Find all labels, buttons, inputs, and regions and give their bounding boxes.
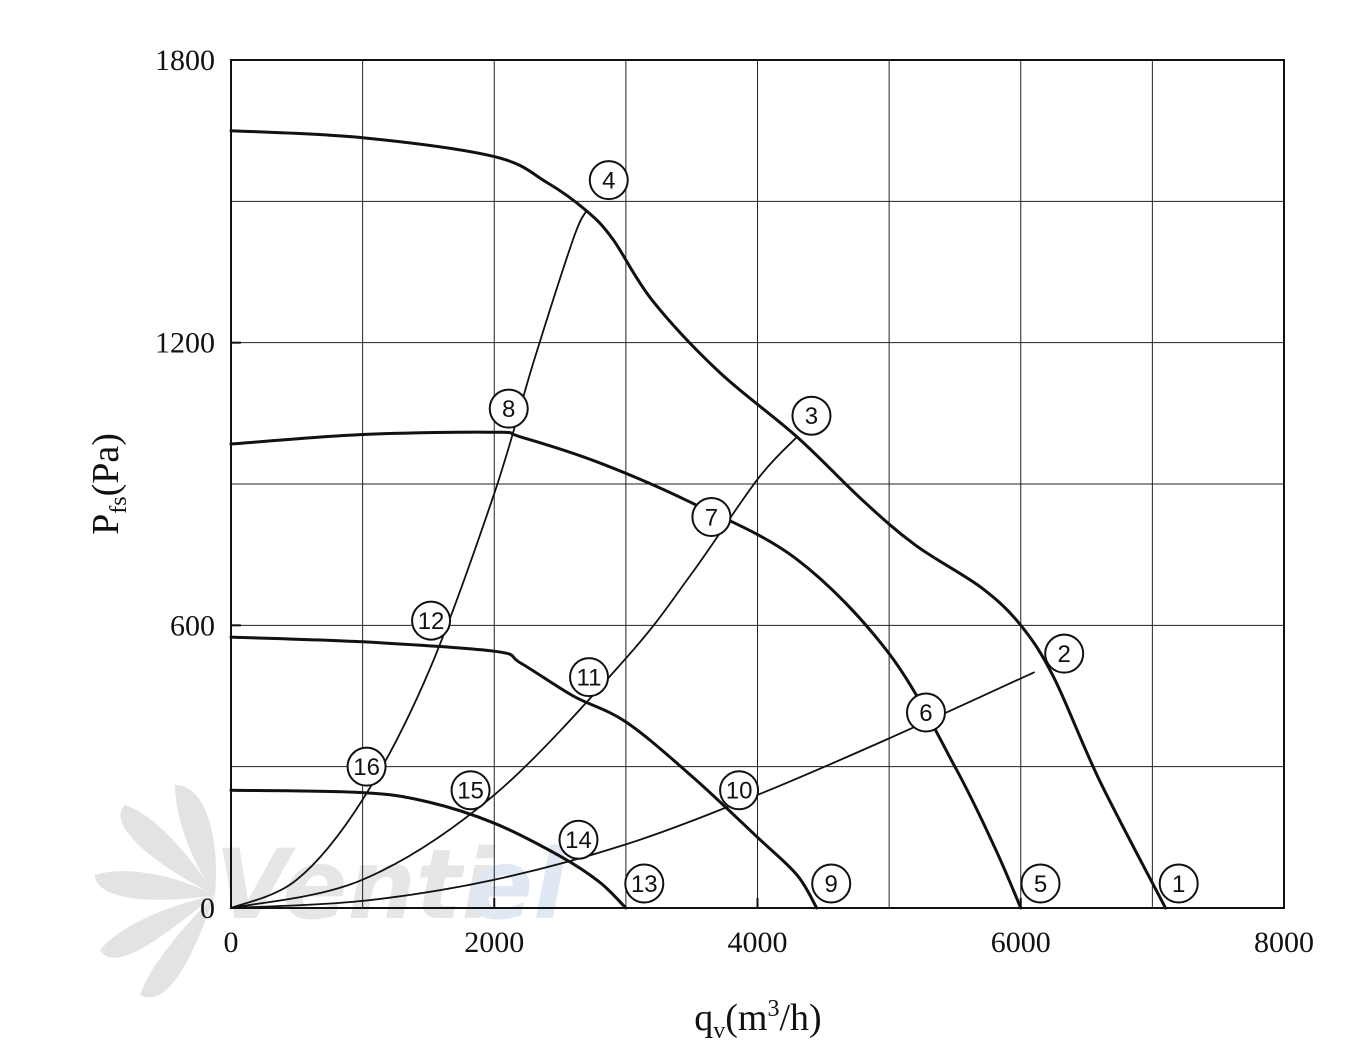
marker-label: 2 <box>1058 641 1071 668</box>
y-tick-label: 0 <box>200 892 215 925</box>
y-tick-label: 1800 <box>155 44 215 77</box>
x-tick-label: 6000 <box>991 926 1051 959</box>
marker-circle <box>691 496 732 537</box>
marker-label: 12 <box>418 608 445 635</box>
x-tick-label: 4000 <box>728 926 788 959</box>
marker-circle <box>411 600 452 641</box>
marker-label: 1 <box>1172 871 1185 898</box>
curve-marker-14: 14 <box>558 819 599 860</box>
x-tick-label: 8000 <box>1254 926 1314 959</box>
curves <box>229 129 1167 910</box>
marker-label: 8 <box>502 396 515 423</box>
marker-circle <box>791 395 832 436</box>
marker-circle <box>624 863 665 904</box>
marker-label: 4 <box>602 168 615 195</box>
curve-marker-2: 2 <box>1044 633 1085 674</box>
x-label-pre: q <box>694 997 713 1039</box>
watermark-accent-text: el <box>468 829 567 941</box>
marker-circle <box>569 657 610 698</box>
x-tick-label: 2000 <box>464 926 524 959</box>
y-tick-label: 1200 <box>155 327 215 360</box>
marker-label: 10 <box>726 778 753 805</box>
y-axis-label: Pfs(Pa) <box>85 433 132 535</box>
curve-marker-12: 12 <box>411 600 452 641</box>
x-tick-label: 0 <box>224 926 239 959</box>
fan-curve-4 <box>229 788 628 910</box>
curve-marker-10: 10 <box>719 770 760 811</box>
fan-curve-1 <box>229 129 1167 910</box>
curve-marker-11: 11 <box>569 657 610 698</box>
y-tick-label: 600 <box>170 609 215 642</box>
curve-marker-5: 5 <box>1020 863 1061 904</box>
marker-circle <box>719 770 760 811</box>
svg-text:Pfs(Pa): Pfs(Pa) <box>85 433 132 535</box>
marker-label: 6 <box>919 700 932 727</box>
marker-circle <box>1158 863 1199 904</box>
curve-marker-9: 9 <box>811 863 852 904</box>
axis-ticks: 0 2000 4000 6000 8000 0 600 1200 1800 <box>155 44 1314 959</box>
system-curve-3 <box>230 671 1035 909</box>
x-label-mid: (m <box>725 997 767 1039</box>
marker-label: 11 <box>577 665 602 692</box>
marker-label: 16 <box>353 754 380 781</box>
fan-blades-icon <box>95 785 216 998</box>
fan-curve-3 <box>229 635 819 910</box>
marker-label: 14 <box>565 827 592 854</box>
x-label-sub: v <box>713 1018 725 1044</box>
curve-marker-4: 4 <box>588 160 629 201</box>
x-label-post: /h) <box>780 997 822 1039</box>
curve-marker-6: 6 <box>905 692 946 733</box>
x-label-sup: 3 <box>768 996 780 1022</box>
marker-circle <box>346 746 387 787</box>
grid-lines <box>231 60 1284 908</box>
curve-marker-7: 7 <box>691 496 732 537</box>
curve-marker-8: 8 <box>488 388 529 429</box>
marker-label: 7 <box>705 504 718 531</box>
y-label-main: P <box>85 514 127 535</box>
marker-circle <box>488 388 529 429</box>
curve-marker-13: 13 <box>624 863 665 904</box>
marker-label: 15 <box>457 778 484 805</box>
marker-label: 9 <box>825 871 838 898</box>
marker-label: 13 <box>631 871 658 898</box>
watermark-text: Venti <box>215 829 496 941</box>
curve-marker-1: 1 <box>1158 863 1199 904</box>
marker-circle <box>1020 863 1061 904</box>
fan-curve-2 <box>229 430 1023 910</box>
x-axis-label: qv(m3/h) <box>694 996 821 1044</box>
marker-circle <box>905 692 946 733</box>
curve-marker-16: 16 <box>346 746 387 787</box>
marker-circle <box>1044 633 1085 674</box>
curve-marker-3: 3 <box>791 395 832 436</box>
y-label-rest: (Pa) <box>85 433 127 496</box>
watermark-logo: Venti el <box>95 785 567 998</box>
system-curve-1 <box>230 209 588 909</box>
marker-circle <box>811 863 852 904</box>
marker-label: 3 <box>805 403 818 430</box>
marker-label: 5 <box>1034 871 1047 898</box>
marker-circle <box>450 770 491 811</box>
marker-circle <box>558 819 599 860</box>
y-label-sub: fs <box>106 496 132 513</box>
curve-marker-15: 15 <box>450 770 491 811</box>
marker-circle <box>588 160 629 201</box>
